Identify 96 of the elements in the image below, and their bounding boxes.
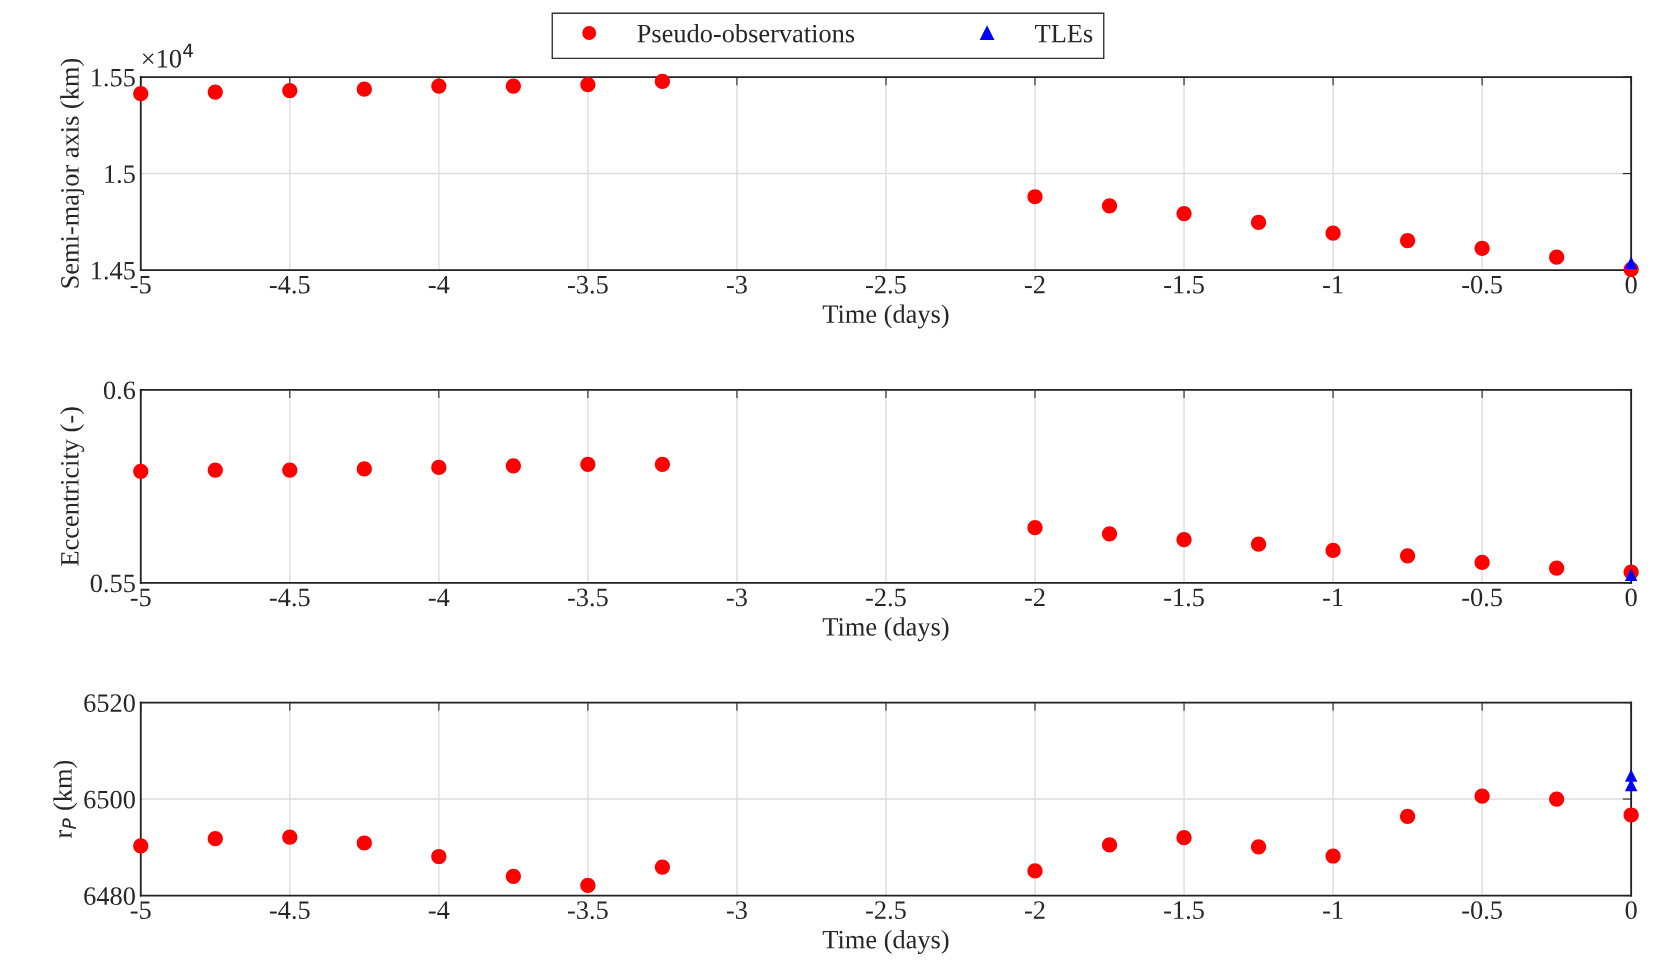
point: [1176, 531, 1192, 548]
x-tick-label: -1: [1323, 588, 1343, 607]
legend-label: TLEs: [1035, 24, 1093, 43]
point: [1250, 536, 1267, 552]
point: [1399, 232, 1416, 249]
point: [356, 835, 372, 851]
x-tick-label: -2.5: [866, 275, 906, 294]
point: [1399, 808, 1416, 825]
x-tick-label: -3: [726, 901, 747, 920]
x-axis-title: Time (days): [822, 929, 949, 954]
x-tick-label: -1.5: [1164, 901, 1204, 920]
point: [1624, 256, 1638, 269]
point: [505, 458, 521, 474]
point: [654, 859, 671, 875]
point: [1101, 198, 1118, 214]
point: [1027, 520, 1043, 536]
point: [133, 463, 149, 479]
point: [282, 829, 298, 845]
x-tick-label: -2.5: [866, 901, 906, 920]
point: [207, 462, 223, 478]
point: [580, 456, 596, 472]
point: [1176, 205, 1192, 222]
point: [1325, 225, 1341, 241]
x-tick-label: -2.5: [866, 588, 906, 607]
x-tick-label: 0: [1625, 275, 1637, 294]
point: [1101, 526, 1118, 542]
x-tick-label: -0.5: [1462, 275, 1502, 294]
point: [133, 86, 149, 102]
point: [1474, 554, 1490, 570]
x-tick-label: -0.5: [1462, 588, 1502, 607]
point: [1623, 807, 1639, 823]
point: [654, 456, 671, 472]
point: [1549, 791, 1565, 807]
text: ×10$^{4}$: [142, 43, 193, 68]
point: [1176, 830, 1192, 846]
x-tick-label: -3: [726, 588, 747, 607]
point: [654, 73, 671, 90]
y-tick-label: 1.5: [105, 165, 135, 184]
point: [1474, 240, 1490, 256]
legend-label: Pseudo-observations: [637, 23, 855, 43]
point: [580, 877, 596, 894]
y-tick-label: 6500: [84, 790, 135, 809]
point: [505, 868, 521, 884]
point: [1325, 848, 1341, 864]
point: [356, 81, 372, 97]
point: [1101, 837, 1118, 853]
point: [1474, 788, 1490, 804]
point: [133, 838, 149, 854]
point: [356, 461, 372, 477]
point: [1624, 568, 1638, 581]
point: [207, 831, 223, 847]
x-axis-title: Time (days): [822, 304, 949, 329]
point: [1549, 560, 1565, 576]
x-tick-label: 0: [1625, 901, 1637, 920]
point: [1027, 189, 1043, 205]
x-tick-label: -2: [1024, 901, 1045, 919]
point: [1250, 214, 1267, 231]
x-tick-label: -3.5: [567, 588, 608, 607]
point: [431, 848, 447, 865]
y-axis-title: Eccentricity (-): [60, 407, 85, 566]
x-tick-label: -4: [428, 901, 450, 919]
point: [431, 459, 447, 475]
x-tick-label: -0.5: [1462, 901, 1502, 920]
point: [1250, 839, 1267, 855]
x-tick-label: -1.5: [1164, 588, 1204, 607]
x-tick-label: -4.5: [269, 275, 310, 294]
x-tick-label: -4: [428, 588, 450, 607]
x-tick-label: -3.5: [567, 275, 608, 294]
x-tick-label: 0: [1625, 588, 1637, 607]
point: [1325, 542, 1341, 559]
x-tick-label: -3.5: [567, 901, 608, 920]
x-tick-label: -1: [1323, 275, 1343, 294]
point: [282, 462, 298, 478]
point: [580, 76, 596, 93]
x-axis-title: Time (days): [822, 617, 949, 642]
point: [207, 84, 223, 100]
point: [1399, 548, 1416, 564]
point: [505, 78, 521, 94]
point: [282, 82, 298, 99]
y-tick-label: 1.55: [92, 68, 135, 87]
x-tick-label: -4: [428, 275, 450, 294]
point: [431, 78, 447, 94]
x-tick-label: -4.5: [269, 588, 310, 607]
point: [1549, 249, 1565, 265]
x-tick-label: -1: [1323, 901, 1343, 919]
x-tick-label: -4.5: [269, 901, 310, 920]
y-axis-title: r$_{P}$ (km): [53, 760, 78, 838]
x-tick-label: -2: [1024, 588, 1045, 607]
y-axis-title: Semi-major axis (km): [60, 58, 85, 288]
y-tick-label: 6520: [84, 694, 135, 712]
x-tick-label: -1.5: [1164, 275, 1204, 294]
y-tick-label: 0.6: [103, 381, 136, 400]
x-tick-label: -3: [726, 275, 747, 294]
point: [1027, 863, 1043, 879]
x-tick-label: -2: [1024, 275, 1045, 294]
point: [1624, 769, 1638, 782]
